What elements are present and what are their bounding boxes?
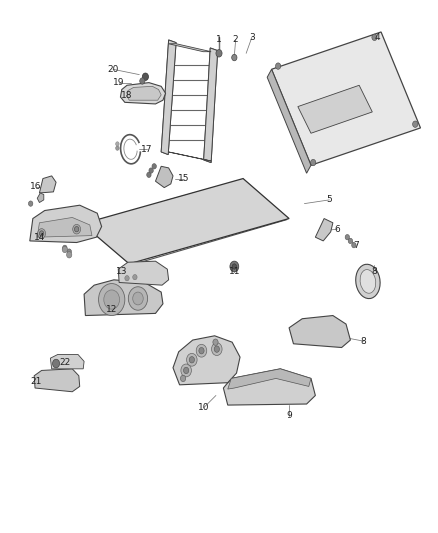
Circle shape: [352, 243, 356, 248]
Text: 16: 16: [30, 182, 42, 191]
Circle shape: [345, 235, 350, 240]
Circle shape: [214, 346, 219, 352]
Polygon shape: [173, 336, 240, 385]
Text: 2: 2: [233, 36, 238, 44]
Text: 18: 18: [121, 92, 133, 100]
Text: 6: 6: [334, 225, 340, 233]
Ellipse shape: [360, 270, 376, 293]
Text: 7: 7: [353, 241, 359, 249]
Polygon shape: [204, 48, 218, 163]
Circle shape: [216, 50, 222, 57]
Polygon shape: [168, 152, 211, 161]
Circle shape: [133, 274, 137, 280]
Polygon shape: [204, 48, 218, 163]
Circle shape: [38, 229, 46, 238]
Circle shape: [99, 284, 125, 316]
Circle shape: [140, 78, 145, 84]
Circle shape: [63, 245, 67, 251]
Circle shape: [348, 238, 353, 244]
Polygon shape: [127, 86, 161, 100]
Circle shape: [276, 63, 281, 69]
Text: 1: 1: [216, 36, 222, 44]
Ellipse shape: [356, 264, 380, 298]
Circle shape: [67, 249, 71, 254]
Circle shape: [187, 353, 197, 366]
Polygon shape: [228, 369, 311, 389]
Circle shape: [125, 276, 129, 281]
Circle shape: [53, 359, 60, 368]
Text: 4: 4: [375, 33, 380, 42]
Circle shape: [230, 261, 239, 272]
Polygon shape: [155, 166, 173, 188]
Circle shape: [184, 367, 189, 374]
Polygon shape: [84, 280, 163, 316]
Polygon shape: [298, 85, 372, 133]
Circle shape: [189, 357, 194, 363]
Circle shape: [28, 201, 33, 206]
Text: 15: 15: [178, 174, 190, 183]
Circle shape: [149, 168, 153, 173]
Circle shape: [372, 34, 377, 41]
Text: 12: 12: [106, 305, 117, 313]
Polygon shape: [37, 217, 92, 237]
Circle shape: [104, 290, 120, 309]
Text: 3: 3: [249, 33, 255, 42]
Polygon shape: [161, 40, 176, 155]
Circle shape: [62, 246, 67, 253]
Circle shape: [413, 121, 418, 127]
Polygon shape: [118, 261, 169, 285]
Circle shape: [212, 343, 222, 356]
Circle shape: [73, 224, 81, 234]
Polygon shape: [39, 176, 56, 193]
Polygon shape: [315, 219, 333, 241]
Circle shape: [74, 227, 79, 232]
Circle shape: [196, 344, 207, 357]
Text: 11: 11: [229, 268, 240, 276]
Circle shape: [311, 159, 316, 166]
Circle shape: [152, 164, 156, 169]
Text: 19: 19: [113, 78, 125, 87]
Circle shape: [147, 172, 151, 177]
Circle shape: [232, 264, 237, 269]
Circle shape: [133, 292, 143, 305]
Polygon shape: [37, 193, 44, 203]
Circle shape: [67, 252, 72, 258]
Circle shape: [232, 54, 237, 61]
Text: 14: 14: [34, 233, 45, 241]
Text: 13: 13: [116, 268, 127, 276]
Text: 22: 22: [59, 358, 71, 367]
Polygon shape: [120, 83, 166, 104]
Polygon shape: [50, 354, 84, 369]
Circle shape: [180, 375, 186, 382]
Text: 8: 8: [371, 268, 378, 276]
Text: 20: 20: [107, 65, 119, 74]
Polygon shape: [161, 40, 176, 155]
Circle shape: [213, 339, 218, 345]
Text: 8: 8: [360, 337, 367, 345]
Polygon shape: [267, 69, 311, 173]
Polygon shape: [223, 369, 315, 405]
Polygon shape: [272, 32, 420, 165]
Text: 5: 5: [326, 196, 332, 204]
Circle shape: [181, 364, 191, 377]
Circle shape: [199, 348, 204, 354]
Polygon shape: [82, 179, 289, 264]
Text: 10: 10: [198, 403, 209, 412]
Text: 21: 21: [30, 377, 42, 385]
Polygon shape: [30, 205, 102, 243]
Polygon shape: [168, 44, 211, 52]
Circle shape: [116, 142, 119, 146]
Circle shape: [128, 287, 148, 310]
Polygon shape: [289, 316, 350, 348]
Circle shape: [142, 73, 148, 80]
Polygon shape: [34, 369, 80, 392]
Circle shape: [39, 231, 44, 236]
Text: 9: 9: [286, 411, 292, 420]
Text: 17: 17: [141, 145, 152, 154]
Circle shape: [116, 146, 119, 150]
